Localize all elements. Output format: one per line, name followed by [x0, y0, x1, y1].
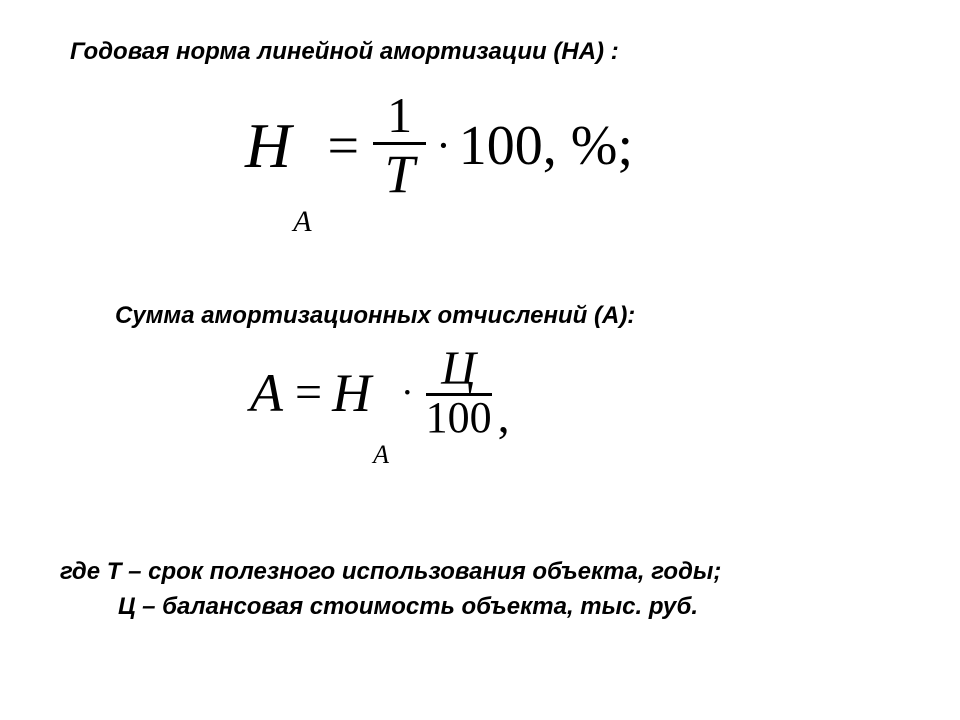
symbol-A: А — [250, 366, 283, 420]
formula-amort-sum: А = Н А · Ц 100 , — [250, 345, 510, 440]
symbol-H: Н — [245, 114, 291, 178]
formula-row: Н А = 1 Т · 100, %; — [245, 90, 715, 201]
multiply-dot: · — [401, 371, 414, 415]
fraction-ts-over-100: Ц 100 — [426, 345, 492, 440]
formula-annual-rate: Н А = 1 Т · 100, %; — [245, 90, 715, 201]
equals-sign: = — [295, 365, 322, 420]
symbol-H: Н — [332, 366, 371, 420]
page: Годовая норма линейной амортизации (НА) … — [0, 0, 960, 720]
legend-line-T: где Т – срок полезного использования объ… — [60, 555, 721, 590]
legend-line-Ts: Ц – балансовая стоимость объекта, тыс. р… — [60, 590, 721, 625]
formula-row: А = Н А · Ц 100 , — [250, 345, 510, 440]
equals-sign: = — [328, 114, 360, 178]
fraction-denominator: Т — [385, 145, 415, 201]
heading-annual-rate: Годовая норма линейной амортизации (НА) … — [70, 38, 619, 66]
fraction-numerator: 1 — [373, 90, 426, 142]
subscript-A: А — [373, 440, 389, 470]
subscript-A: А — [293, 205, 311, 239]
formula-tail: 100, %; — [459, 114, 633, 178]
fraction-denominator: 100 — [426, 396, 492, 440]
heading-amort-sum: Сумма амортизационных отчислений (А): — [115, 302, 635, 330]
fraction-1-over-T: 1 Т — [373, 90, 426, 201]
legend: где Т – срок полезного использования объ… — [60, 555, 721, 625]
trailing-comma: , — [498, 389, 510, 444]
multiply-dot: · — [436, 120, 451, 171]
fraction-numerator: Ц — [427, 345, 490, 393]
